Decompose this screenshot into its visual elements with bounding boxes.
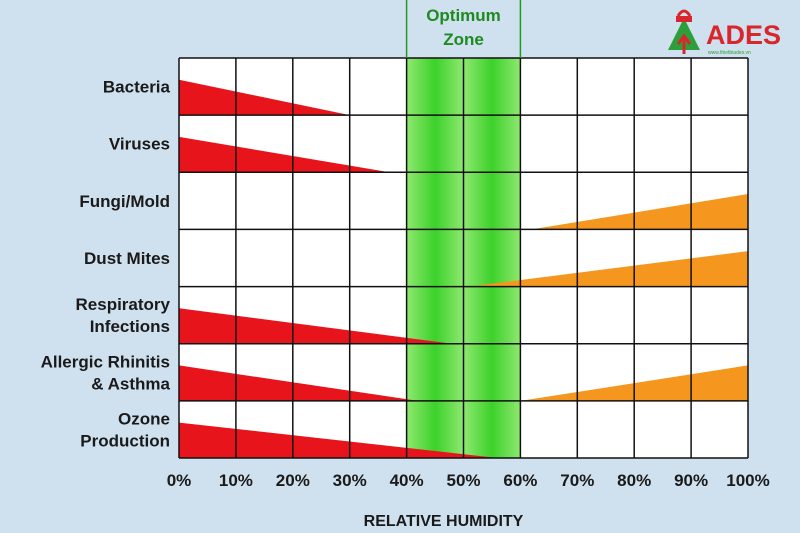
low-humidity-wedge-row-7 xyxy=(179,422,498,458)
row-label-5-line-2: Infections xyxy=(90,317,170,336)
x-tick-label-2: 20% xyxy=(276,471,310,490)
high-humidity-wedge-row-3 xyxy=(531,194,748,230)
optimum-zone-label-line1: Optimum xyxy=(426,6,501,25)
x-tick-label-6: 60% xyxy=(503,471,537,490)
row-label-7-line-1: Ozone xyxy=(118,409,170,428)
low-humidity-wedge-row-5 xyxy=(179,308,453,344)
x-tick-label-1: 10% xyxy=(219,471,253,490)
optimum-zone-label-line2: Zone xyxy=(443,30,484,49)
low-humidity-wedge-row-1 xyxy=(179,79,350,116)
x-tick-label-3: 30% xyxy=(333,471,367,490)
optimum-zone-left xyxy=(406,58,464,458)
low-humidity-wedge-row-6 xyxy=(179,365,418,401)
row-label-2-line-1: Viruses xyxy=(109,135,170,154)
high-humidity-wedge-row-4 xyxy=(469,251,748,287)
low-humidity-wedge-row-2 xyxy=(179,136,390,173)
x-tick-label-5: 50% xyxy=(446,471,480,490)
logo-text: ADES xyxy=(706,20,781,50)
logo-tagline: www.thietbiades.vn xyxy=(708,50,751,56)
x-tick-label-4: 40% xyxy=(390,471,424,490)
row-label-1-line-1: Bacteria xyxy=(103,78,171,97)
x-tick-label-0: 0% xyxy=(167,471,192,490)
up-arrow-icon xyxy=(676,33,692,54)
row-label-4-line-1: Dust Mites xyxy=(84,249,170,268)
x-axis-title: RELATIVE HUMIDITY xyxy=(364,513,524,530)
row-label-3-line-1: Fungi/Mold xyxy=(79,192,170,211)
x-tick-label-9: 90% xyxy=(674,471,708,490)
row-label-6-line-1: Allergic Rhinitis xyxy=(41,352,170,371)
x-tick-label-10: 100% xyxy=(726,471,769,490)
row-label-7-line-2: Production xyxy=(80,431,170,450)
optimum-zone-right xyxy=(463,58,521,458)
row-label-6-line-2: & Asthma xyxy=(91,374,170,393)
x-tick-label-8: 80% xyxy=(617,471,651,490)
ades-logo: ADES www.thietbiades.vn xyxy=(662,6,797,58)
row-label-5-line-1: Respiratory xyxy=(76,295,171,314)
x-tick-label-7: 70% xyxy=(560,471,594,490)
